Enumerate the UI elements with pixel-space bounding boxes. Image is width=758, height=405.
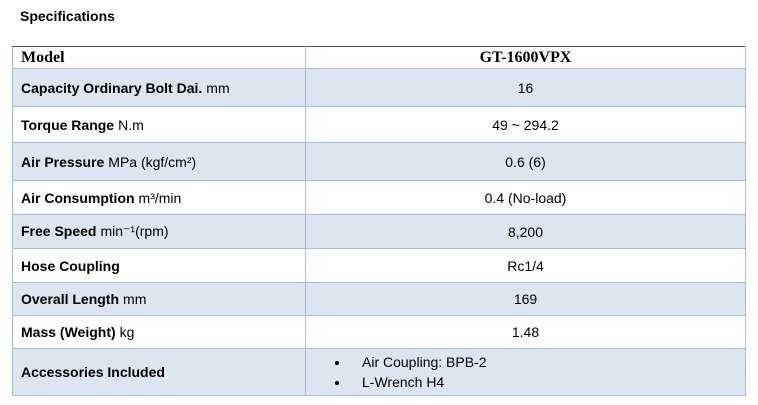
label-cell: Overall Length mm — [12, 282, 306, 316]
unit: kg — [119, 324, 135, 340]
label: Capacity Ordinary Bolt Dai. — [21, 79, 203, 96]
bullet-list: Air Coupling: BPB-2L-Wrench H4 — [314, 352, 737, 392]
header-cell: Model — [12, 46, 306, 69]
table-body: Model GT-1600VPX Capacity Ordinary Bolt … — [12, 46, 746, 396]
value: 0.6 (6) — [505, 153, 546, 170]
unit: min⁻¹(rpm) — [100, 223, 169, 239]
label-cell: Hose Coupling — [12, 248, 306, 283]
unit: N.m — [118, 116, 144, 133]
label: Mass (Weight) — [21, 324, 116, 340]
label-cell: Free Speed min⁻¹(rpm) — [12, 214, 306, 249]
spec-row: Mass (Weight) kg 1.48 — [12, 315, 746, 349]
spec-row: Overall Length mm 169 — [12, 282, 746, 316]
label-cell: Capacity Ordinary Bolt Dai. mm — [12, 68, 306, 107]
unit: mm — [123, 291, 147, 307]
value: 169 — [513, 291, 538, 307]
title: Specifications — [20, 8, 115, 24]
value: 16 — [517, 79, 534, 96]
spec-row: Air Consumption m³/min 0.4 (No-load) — [12, 180, 746, 215]
spec-row: Air Pressure MPa (kgf/cm²) 0.6 (6) — [12, 142, 746, 181]
value-cell: 169 — [305, 282, 746, 316]
label: Accessories Included — [21, 364, 165, 380]
label: Air Consumption — [21, 189, 135, 206]
spec-row: Torque Range N.m 49 ~ 294.2 — [12, 106, 746, 143]
label-cell: Air Pressure MPa (kgf/cm²) — [12, 142, 306, 181]
value: 0.4 (No-load) — [484, 189, 567, 206]
bullet-item: L-Wrench H4 — [350, 372, 737, 392]
unit: mm — [206, 79, 230, 96]
value: 1.48 — [511, 324, 540, 340]
value-cell: 0.6 (6) — [305, 142, 746, 181]
value: 49 ~ 294.2 — [492, 116, 559, 133]
value: 8,200 — [507, 223, 544, 240]
header-row: Model GT-1600VPX — [12, 46, 746, 69]
label-cell: Torque Range N.m — [12, 106, 306, 143]
spec-row: Accessories Included Air Coupling: BPB-2L… — [12, 348, 746, 396]
label: Free Speed — [21, 223, 97, 239]
value-cell: 1.48 — [305, 315, 746, 349]
label: Torque Range — [21, 116, 115, 133]
label-cell: Accessories Included — [12, 348, 306, 396]
label-cell: Mass (Weight) kg — [12, 315, 306, 349]
spec-row: Free Speed min⁻¹(rpm) 8,200 — [12, 214, 746, 249]
bullet-item: Air Coupling: BPB-2 — [350, 352, 737, 372]
value-cell: 0.4 (No-load) — [305, 180, 746, 215]
label: Overall Length — [21, 291, 120, 307]
spec-row: Capacity Ordinary Bolt Dai. mm 16 — [12, 68, 746, 107]
value-cell: 16 — [305, 68, 746, 107]
label: Hose Coupling — [21, 257, 120, 274]
value: Rc1/4 — [507, 257, 544, 274]
label: Air Pressure — [21, 153, 105, 170]
spec-table: Model GT-1600VPX Capacity Ordinary Bolt … — [12, 46, 746, 396]
value-cell: 49 ~ 294.2 — [305, 106, 746, 143]
label-cell: Air Consumption m³/min — [12, 180, 306, 215]
header-cell: GT-1600VPX — [305, 46, 746, 69]
value-cell: Air Coupling: BPB-2L-Wrench H4 — [305, 348, 746, 396]
unit: MPa (kgf/cm²) — [108, 153, 197, 170]
spec-row: Hose Coupling Rc1/4 — [12, 248, 746, 283]
unit: m³/min — [138, 189, 182, 206]
value-cell: 8,200 — [305, 214, 746, 249]
value-cell: Rc1/4 — [305, 248, 746, 283]
